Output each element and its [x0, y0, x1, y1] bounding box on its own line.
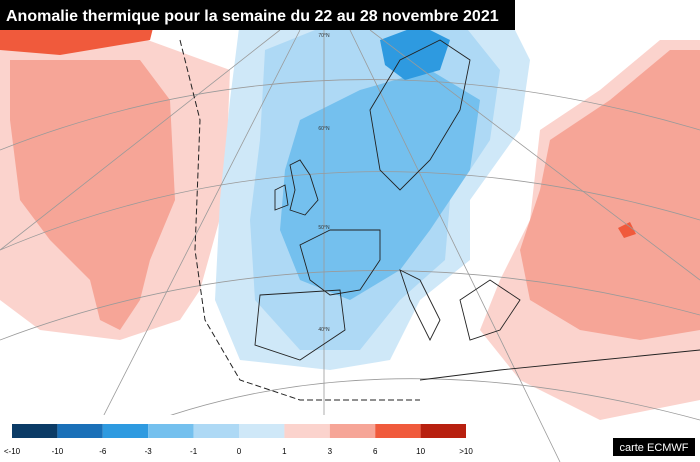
parallel	[0, 270, 700, 341]
meridian	[369, 29, 700, 281]
credit: carte ECMWF	[619, 442, 688, 454]
legend-label: 1	[282, 447, 287, 456]
legend-label: -1	[190, 447, 198, 456]
coastline	[289, 159, 319, 216]
coastline	[274, 184, 289, 211]
warm-area-east	[520, 50, 700, 340]
climate-boundary	[179, 39, 420, 401]
legend-label: -6	[99, 447, 107, 456]
coastline	[459, 279, 521, 341]
legend-label: 3	[328, 447, 333, 456]
coastline	[254, 289, 346, 361]
latitude-label: 40°N	[318, 327, 330, 333]
latitude-label: 60°N	[318, 126, 330, 132]
coastline	[419, 349, 700, 381]
meridian	[0, 29, 281, 251]
coastline	[369, 39, 471, 191]
title-background	[0, 0, 515, 30]
legend-swatch	[375, 424, 421, 438]
warm-area	[10, 60, 175, 330]
parallel	[0, 79, 700, 151]
legend-swatch	[420, 424, 466, 438]
credit-background	[613, 438, 695, 456]
latitude-label: 70°N	[318, 33, 330, 39]
meridian	[349, 29, 561, 462]
legend-background	[0, 415, 478, 462]
legend: <-10 -10 -6 -3 -1 0 1 3 6 10 >10	[4, 424, 473, 456]
hot-spot-east	[618, 222, 636, 238]
graticule	[0, 29, 700, 462]
colder-area	[280, 70, 480, 300]
coastline	[299, 229, 381, 296]
title: Anomalie thermique pour la semaine du 22…	[6, 8, 499, 25]
legend-label: -3	[145, 447, 153, 456]
legend-label: 10	[416, 447, 425, 456]
legend-label: >10	[459, 447, 473, 456]
legend-label: -10	[52, 447, 64, 456]
legend-swatch	[148, 424, 194, 438]
coastlines	[254, 39, 700, 381]
legend-swatch	[329, 424, 376, 438]
legend-swatch	[57, 424, 103, 438]
legend-label: 6	[373, 447, 378, 456]
legend-swatch	[12, 424, 58, 438]
legend-swatch	[102, 424, 149, 438]
coastline	[399, 269, 441, 342]
legend-swatch	[239, 424, 285, 438]
legend-swatch	[284, 424, 330, 438]
legend-label: <-10	[4, 447, 21, 456]
legend-label: 0	[237, 447, 242, 456]
meridian	[79, 29, 301, 462]
latitude-label: 50°N	[318, 225, 330, 231]
latitude-labels: 70°N 60°N 50°N 40°N	[318, 33, 330, 333]
parallel	[0, 171, 700, 251]
legend-swatch	[193, 424, 239, 438]
